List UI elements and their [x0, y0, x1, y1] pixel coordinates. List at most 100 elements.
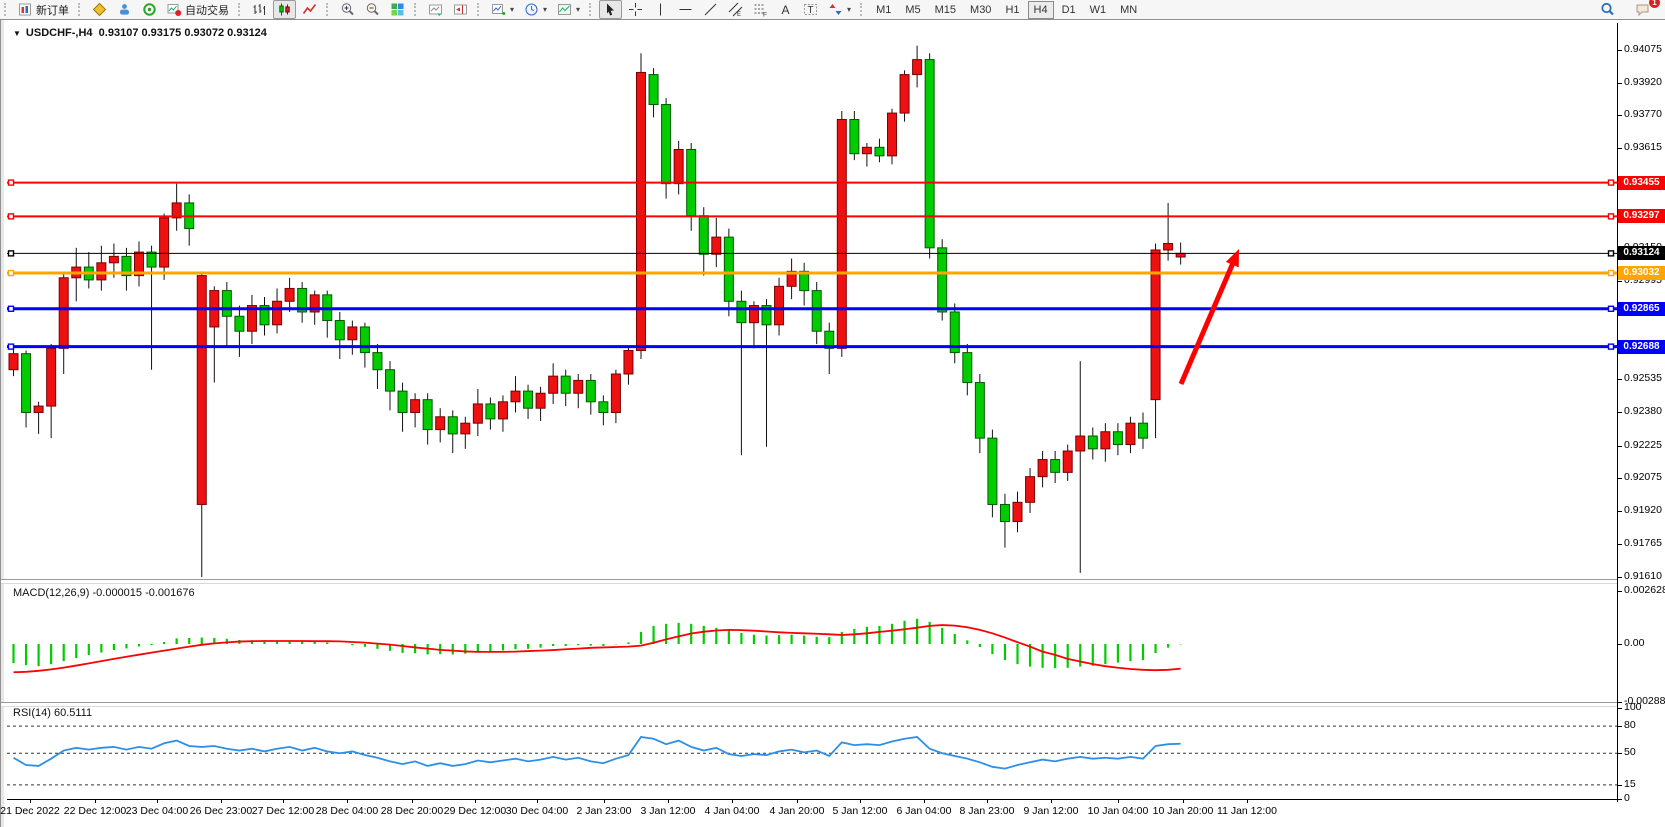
- search-button[interactable]: [1596, 0, 1619, 19]
- time-tick-label: 4 Jan 04:00: [704, 805, 760, 817]
- bull-candle: [472, 403, 483, 424]
- bull-candle: [8, 353, 19, 371]
- toolbar-grip[interactable]: [326, 3, 333, 16]
- chevron-down-icon: ▾: [543, 5, 548, 14]
- toolbar-grip[interactable]: [477, 3, 484, 16]
- label-icon: T: [803, 2, 818, 17]
- price-tick-label: 0.94075: [1624, 43, 1662, 55]
- timeframe-d1[interactable]: D1: [1061, 3, 1076, 16]
- bear-candle: [121, 255, 132, 277]
- pane-separator[interactable]: [1, 579, 1617, 584]
- chat-button[interactable]: 1: [1631, 0, 1660, 19]
- ohlc-high: 0.93175: [141, 27, 182, 39]
- timeframe-m30[interactable]: M30: [970, 3, 992, 16]
- trendline-button[interactable]: [699, 0, 722, 19]
- time-tick-label: 26 Dec 23:00: [189, 805, 253, 817]
- channel-button[interactable]: E: [724, 0, 747, 19]
- hline-handle: [7, 179, 15, 186]
- timeframe-h4[interactable]: H4: [1027, 0, 1054, 19]
- toolbar-grip[interactable]: [4, 3, 11, 16]
- bull-candle: [497, 401, 508, 420]
- periods-button[interactable]: ▾: [520, 0, 551, 19]
- bars-chart-button[interactable]: [248, 0, 271, 19]
- price-tick-label: 0.93920: [1624, 76, 1662, 89]
- rsi-chart-canvas[interactable]: [1, 705, 1617, 799]
- zoom-out-button[interactable]: [361, 0, 384, 19]
- time-axis-line[interactable]: [7, 799, 1617, 800]
- toolbar-grip[interactable]: [860, 3, 867, 16]
- time-tick-label: 27 Dec 12:00: [251, 805, 315, 817]
- toolbar-grip[interactable]: [414, 3, 421, 16]
- bear-candle: [359, 326, 370, 354]
- toolbar-grip[interactable]: [589, 3, 596, 16]
- signals-button[interactable]: [138, 0, 161, 19]
- macd-chart-canvas[interactable]: [1, 583, 1617, 702]
- auto-scroll-button[interactable]: [424, 0, 447, 19]
- line-chart-button[interactable]: [298, 0, 321, 19]
- tile-windows-button[interactable]: [386, 0, 409, 19]
- fibonacci-button[interactable]: F: [749, 0, 772, 19]
- time-tick-label: 30 Dec 04:00: [505, 805, 569, 817]
- bull-candle: [196, 275, 207, 505]
- chat-icon: [1635, 2, 1650, 17]
- bull-candle: [309, 294, 320, 313]
- text-button[interactable]: A: [774, 0, 797, 19]
- hline-handle: [1607, 179, 1615, 186]
- bear-candle: [799, 270, 810, 292]
- bear-candle: [698, 215, 709, 255]
- new-order-button[interactable]: 新订单: [14, 0, 73, 19]
- main-chart-canvas[interactable]: [1, 23, 1617, 579]
- timeframe-w1[interactable]: W1: [1089, 3, 1107, 16]
- templates-button[interactable]: ▾: [553, 0, 584, 19]
- time-tick-label: 22 Dec 12:00: [63, 805, 127, 817]
- vline-button[interactable]: [649, 0, 672, 19]
- auto-scroll-icon: [428, 2, 443, 17]
- one-click-expander-icon[interactable]: ▼: [13, 29, 21, 38]
- time-tick-label: 28 Dec 04:00: [315, 805, 379, 817]
- candles-chart-icon: [277, 2, 292, 17]
- indicators-button[interactable]: ▾: [487, 0, 518, 19]
- vline-icon: [653, 2, 668, 17]
- chart-shift-button[interactable]: [449, 0, 472, 19]
- price-axis-line[interactable]: [1617, 23, 1618, 802]
- timeframe-h1[interactable]: H1: [1005, 3, 1020, 16]
- timeframe-mn[interactable]: MN: [1120, 3, 1138, 16]
- red-arrow-head: [1225, 249, 1239, 268]
- bear-candle: [422, 399, 433, 431]
- hline-button[interactable]: [674, 0, 697, 19]
- time-tick-label: 5 Jan 12:00: [832, 805, 888, 817]
- time-tick-label: 3 Jan 12:00: [640, 805, 696, 817]
- hline-handle: [1607, 305, 1615, 312]
- toolbar-grip[interactable]: [78, 3, 85, 16]
- hline-handle: [7, 305, 15, 312]
- price-tick-label: 0.91765: [1624, 537, 1662, 550]
- cursor-button[interactable]: [599, 0, 623, 19]
- fibonacci-icon: F: [753, 2, 768, 17]
- hline-handle: [1607, 343, 1615, 350]
- tile-windows-icon: [390, 2, 405, 17]
- toolbox-button[interactable]: [113, 0, 136, 19]
- toolbar-grip[interactable]: [238, 3, 245, 16]
- label-button[interactable]: T: [799, 0, 822, 19]
- price-tick-label: 0.93615: [1624, 141, 1662, 154]
- bull-candle: [159, 217, 170, 268]
- arrows-button[interactable]: ▾: [824, 0, 855, 19]
- bear-candle: [21, 353, 32, 413]
- candles-chart-button[interactable]: [273, 0, 296, 19]
- bull-candle: [1175, 252, 1186, 258]
- time-tick-label: 10 Jan 04:00: [1087, 805, 1149, 817]
- timeframe-m1[interactable]: M1: [876, 3, 892, 16]
- timeframe-m5[interactable]: M5: [905, 3, 921, 16]
- macd-label: MACD(12,26,9) -0.000015 -0.001676: [13, 587, 195, 599]
- pane-separator[interactable]: [1, 702, 1617, 707]
- svg-text:T: T: [808, 5, 814, 16]
- zoom-in-button[interactable]: [336, 0, 359, 19]
- autotrading-button[interactable]: 自动交易: [163, 0, 233, 19]
- timeframe-m15[interactable]: M15: [934, 3, 957, 16]
- bear-candle: [334, 320, 345, 341]
- bull-candle: [748, 305, 759, 324]
- crosshair-button[interactable]: [624, 0, 647, 19]
- market-watch-button[interactable]: [88, 0, 111, 19]
- bull-candle: [861, 146, 872, 155]
- bull-candle: [786, 270, 797, 287]
